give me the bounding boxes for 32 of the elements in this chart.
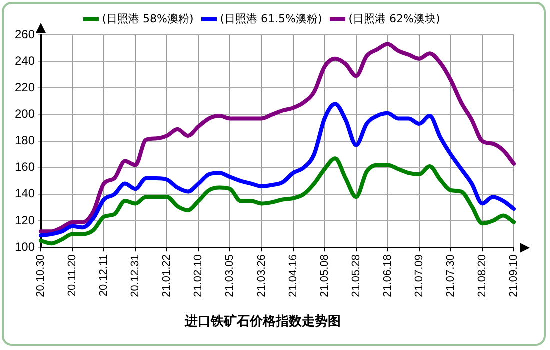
y-tick-label: 180: [14, 134, 36, 148]
y-tick-label: 120: [14, 213, 36, 228]
legend-label: (日照港 61.5%澳粉): [220, 12, 322, 26]
x-tick-label: 21.02.10: [192, 254, 205, 298]
x-tick-label: 21.06.18: [382, 254, 394, 298]
x-tick-label: 20.11.20: [66, 254, 79, 297]
legend-label: (日照港 58%澳粉): [102, 12, 194, 26]
x-tick-label: 21.05.28: [350, 254, 362, 298]
y-tick-label: 200: [14, 107, 36, 122]
x-tick-label: 20.10.30: [35, 254, 48, 298]
x-tick-label: 20.12.31: [130, 254, 142, 298]
y-tick-label: 220: [14, 80, 36, 94]
x-tick-label: 20.12.11: [98, 254, 110, 297]
x-tick-label: 21.03.26: [256, 254, 268, 298]
x-tick-label: 21.09.10: [508, 254, 520, 298]
y-tick-label: 260: [14, 27, 36, 42]
x-tick-label: 21.08.20: [476, 254, 488, 298]
line-series: [39, 42, 516, 234]
x-tick-label: 21.03.05: [224, 254, 236, 298]
line-series: [39, 156, 516, 246]
x-tick-label: 21.01.22: [161, 254, 174, 298]
line-series: [39, 102, 516, 238]
y-tick-label: 240: [14, 54, 36, 68]
y-tick-label: 160: [14, 160, 36, 174]
y-tick-label: 100: [14, 240, 36, 254]
text: 进口铁矿石价格指数走势图: [184, 314, 341, 330]
legend-label: (日照港 62%澳块): [348, 12, 440, 26]
x-tick-label: 21.05.08: [318, 254, 331, 298]
x-tick-label: 21.07.09: [413, 254, 426, 298]
x-tick-label: 21.07.30: [444, 254, 457, 298]
x-tick-label: 21.04.16: [287, 254, 300, 298]
y-tick-label: 140: [14, 186, 36, 201]
